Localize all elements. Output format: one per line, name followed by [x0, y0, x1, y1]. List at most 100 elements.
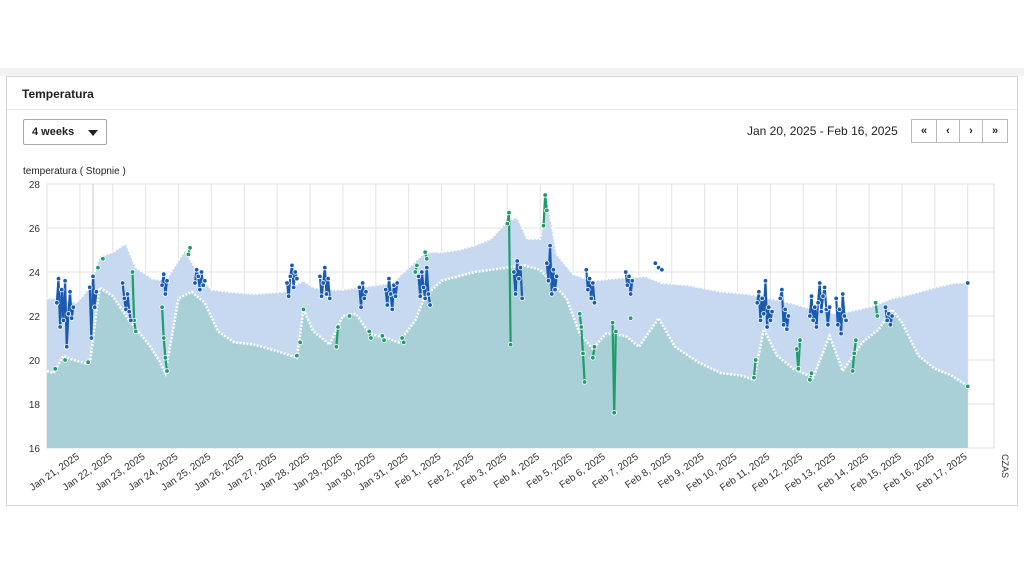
green-series-point — [613, 328, 619, 335]
green-series-point — [159, 304, 165, 310]
green-series-point — [333, 344, 340, 350]
green-series-point — [85, 359, 91, 365]
blue-series-point — [382, 286, 389, 293]
blue-series-point — [841, 313, 848, 319]
blue-series-point — [779, 286, 785, 293]
green-series-point — [581, 379, 588, 385]
y-tick-label: 24 — [29, 268, 41, 279]
blue-series-point — [590, 280, 596, 286]
blue-series-segment — [826, 307, 831, 325]
blue-series-point — [764, 324, 770, 330]
y-axis-label: temperatura ( Stopnie ) — [23, 166, 126, 177]
blue-series-point — [159, 282, 165, 288]
green-series-point — [808, 370, 815, 376]
green-series-point — [751, 374, 757, 381]
green-series-point — [368, 335, 374, 341]
blue-series-point — [889, 313, 895, 319]
time-range-dropdown[interactable]: 4 weeks — [23, 119, 107, 145]
blue-series-point — [317, 273, 323, 280]
green-series-point — [414, 262, 420, 269]
blue-series-point — [512, 291, 519, 297]
blue-series-point — [514, 258, 520, 264]
blue-series-point — [545, 278, 552, 284]
blue-series-point — [386, 275, 392, 282]
blue-series-point — [825, 322, 831, 328]
blue-series-point — [818, 308, 825, 315]
panel-title: Temperatura — [22, 87, 94, 101]
blue-series-point — [60, 317, 67, 324]
blue-series-point — [785, 313, 792, 319]
green-series-point — [874, 313, 880, 319]
green-series-point — [578, 324, 585, 330]
green-series-segment — [752, 359, 757, 378]
green-series-point — [161, 335, 167, 341]
blue-series-point — [384, 302, 391, 308]
green-series-segment — [581, 353, 586, 383]
blue-series-point — [200, 282, 206, 288]
green-series-segment — [851, 353, 856, 372]
blue-series-point — [629, 278, 635, 284]
green-series-point — [300, 306, 307, 313]
blue-series-point — [325, 275, 331, 282]
blue-series-point — [285, 293, 292, 299]
blue-series-point — [57, 324, 63, 330]
blue-series-point — [882, 304, 889, 310]
blue-series-point — [323, 291, 330, 297]
blue-series-point — [761, 311, 767, 317]
blue-series-point — [549, 291, 555, 297]
blue-series-point — [588, 295, 594, 302]
blue-series-point — [813, 324, 820, 330]
blue-series-point — [624, 282, 631, 288]
green-series-point — [52, 366, 58, 372]
blue-series-point — [68, 315, 75, 321]
nav-first-button[interactable]: « — [911, 119, 937, 143]
blue-series-point — [553, 273, 560, 280]
green-series-point — [540, 223, 547, 229]
blue-series-segment — [823, 287, 828, 310]
blue-series-point — [815, 300, 821, 306]
nav-last-button[interactable]: » — [982, 119, 1008, 143]
blue-series-point — [652, 260, 659, 266]
blue-series-point — [392, 293, 399, 299]
blue-series-point — [784, 326, 790, 332]
panel-header: Temperatura — [7, 77, 1017, 110]
blue-series-point — [202, 278, 208, 284]
blue-series-point — [195, 273, 201, 280]
green-series-segment — [507, 212, 512, 345]
blue-series-point — [292, 269, 298, 275]
blue-series-point — [126, 308, 132, 315]
green-series-point — [379, 333, 386, 339]
blue-series-point — [356, 284, 363, 291]
blue-series-segment — [327, 278, 331, 299]
green-series-point — [795, 366, 802, 372]
y-tick-label: 18 — [29, 400, 41, 411]
blue-series-point — [91, 304, 98, 310]
green-series-point — [399, 335, 405, 341]
blue-series-point — [322, 264, 328, 271]
chart-areas — [46, 197, 969, 448]
y-tick-label: 22 — [29, 312, 41, 323]
blue-series-point — [754, 300, 760, 306]
green-series-point — [164, 368, 170, 374]
blue-series-point — [198, 269, 205, 275]
blue-series-point — [289, 262, 295, 269]
blue-series-point — [826, 304, 833, 310]
nav-next-button[interactable]: › — [959, 119, 983, 143]
nav-prev-button[interactable]: ‹ — [936, 119, 960, 143]
blue-series-point — [759, 295, 765, 302]
green-series-segment — [160, 307, 165, 339]
blue-series-point — [780, 322, 787, 328]
blue-series-point — [517, 264, 524, 271]
blue-series-point — [93, 289, 100, 295]
blue-series-point — [552, 286, 558, 293]
blue-series-point — [363, 289, 369, 295]
green-series-segment — [162, 337, 167, 358]
blue-series-point — [320, 280, 326, 286]
green-series-point — [752, 357, 759, 363]
green-series-segment — [131, 271, 136, 321]
green-series-point — [185, 251, 192, 258]
green-series-point — [294, 352, 300, 359]
chart-markers — [52, 192, 971, 416]
green-series-point — [424, 256, 430, 262]
blue-series-point — [193, 267, 200, 273]
